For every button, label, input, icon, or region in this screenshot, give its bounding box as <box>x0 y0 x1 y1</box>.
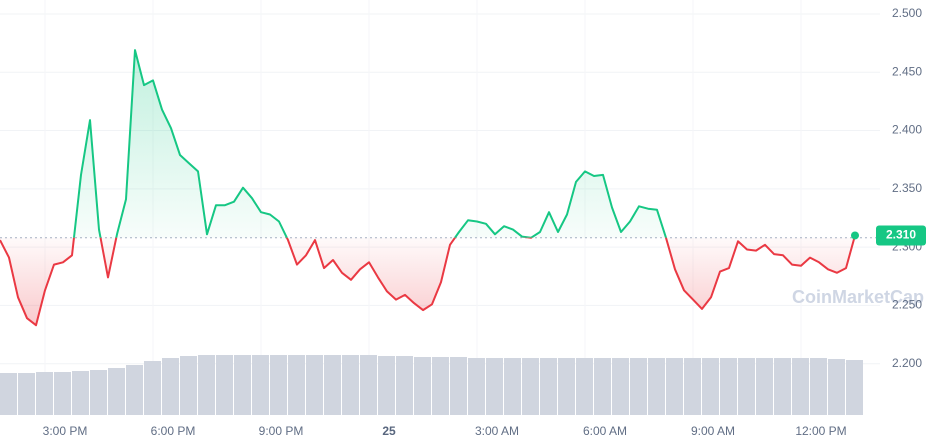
volume-bar <box>324 355 341 415</box>
watermark: CoinMarketCap <box>792 287 924 307</box>
line-down <box>0 237 856 327</box>
volume <box>0 355 863 415</box>
volume-bar <box>702 358 719 415</box>
last-point <box>851 231 859 240</box>
volume-bar <box>162 358 179 415</box>
volume-bar <box>576 358 593 415</box>
x-tick-label: 9:00 PM <box>259 424 304 438</box>
volume-bar <box>450 357 467 415</box>
volume-bar <box>792 358 809 415</box>
x-tick-label: 6:00 AM <box>583 424 627 438</box>
volume-bar <box>342 355 359 415</box>
volume-bar <box>630 358 647 415</box>
volume-bar <box>396 356 413 415</box>
volume-bar <box>468 358 485 415</box>
volume-bar <box>234 355 251 415</box>
y-tick-label: 2.500 <box>892 6 922 20</box>
x-tick-label: 3:00 AM <box>475 424 519 438</box>
volume-bar <box>756 358 773 415</box>
volume-bar <box>306 355 323 415</box>
volume-bar <box>738 358 755 415</box>
volume-bar <box>90 370 107 415</box>
line-up <box>72 49 856 238</box>
volume-bar <box>126 365 143 415</box>
volume-bar <box>720 358 737 415</box>
y-tick-label: 2.350 <box>892 181 922 195</box>
volume-bar <box>810 358 827 415</box>
current-price-label: 2.310 <box>886 228 916 242</box>
volume-bar <box>108 368 125 415</box>
volume-bar <box>414 357 431 415</box>
volume-bar <box>648 358 665 415</box>
volume-bar <box>216 355 233 415</box>
volume-bar <box>270 355 287 415</box>
y-tick-label: 2.400 <box>892 123 922 137</box>
volume-bar <box>594 358 611 415</box>
volume-bar <box>144 361 161 415</box>
volume-bar <box>378 356 395 415</box>
volume-bar <box>846 360 863 415</box>
volume-bar <box>486 358 503 415</box>
volume-bar <box>360 355 377 415</box>
current-price-box <box>876 225 926 246</box>
volume-bar <box>828 359 845 415</box>
x-tick-label: 6:00 PM <box>151 424 196 438</box>
x-tick-label: 25 <box>382 424 396 438</box>
volume-bar <box>288 355 305 415</box>
volume-bar <box>540 358 557 415</box>
volume-bar <box>558 358 575 415</box>
volume-bar <box>198 355 215 415</box>
volume-bar <box>252 355 269 415</box>
x-tick-label: 9:00 AM <box>691 424 735 438</box>
volume-bar <box>612 358 629 415</box>
x-tick-label: 12:00 PM <box>795 424 846 438</box>
volume-bar <box>504 358 521 415</box>
y-tick-label: 2.450 <box>892 64 922 78</box>
plot <box>0 49 880 327</box>
volume-bar <box>180 356 197 415</box>
volume-bar <box>684 358 701 415</box>
volume-bar <box>432 357 449 415</box>
volume-bar <box>522 358 539 415</box>
volume-bar <box>72 371 89 415</box>
volume-bar <box>18 373 35 415</box>
volume-bar <box>54 372 71 415</box>
volume-bar <box>774 358 791 415</box>
area-up <box>73 50 855 238</box>
y-tick-label: 2.250 <box>892 298 922 312</box>
y-tick-label: 2.200 <box>892 356 922 370</box>
volume-bar <box>36 372 53 415</box>
x-tick-label: 3:00 PM <box>43 424 88 438</box>
volume-bar <box>0 373 17 415</box>
axes: 2.2002.2502.3002.3502.4002.4502.5003:00 … <box>43 6 926 438</box>
area-down <box>0 237 855 326</box>
volume-bar <box>666 358 683 415</box>
